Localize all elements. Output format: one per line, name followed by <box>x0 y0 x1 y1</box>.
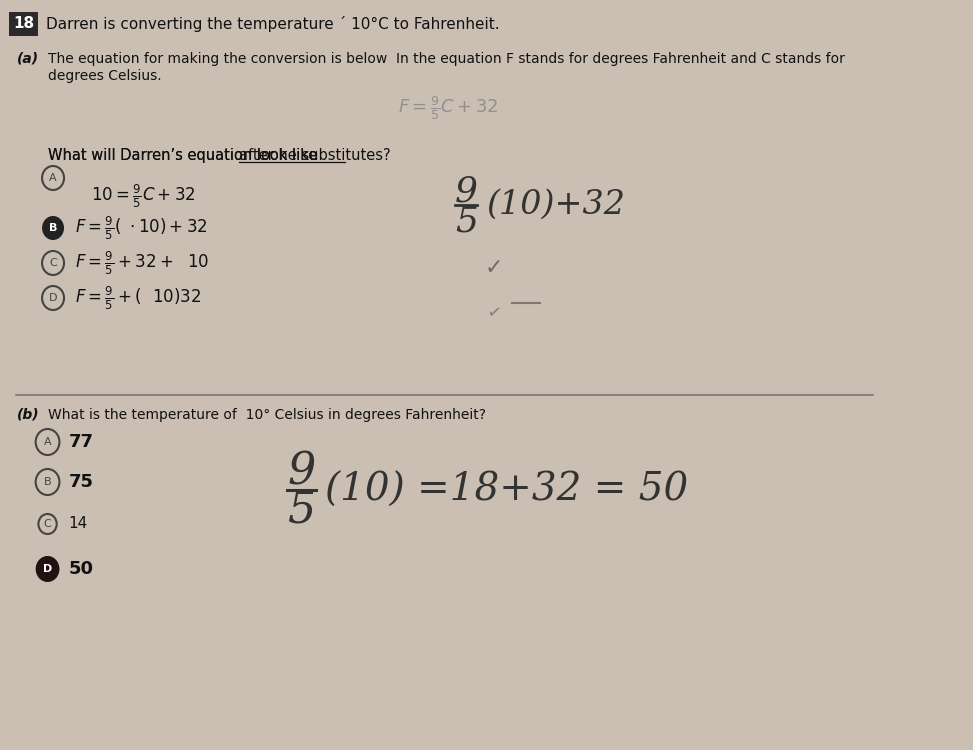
Text: degrees Celsius.: degrees Celsius. <box>48 69 162 83</box>
Circle shape <box>36 556 59 582</box>
Text: ✓: ✓ <box>485 258 503 278</box>
Text: What will Darren’s equation look like: What will Darren’s equation look like <box>48 148 321 163</box>
Text: 14: 14 <box>68 517 88 532</box>
Text: D: D <box>49 293 57 303</box>
Text: (10)+32: (10)+32 <box>486 189 626 221</box>
FancyBboxPatch shape <box>9 12 38 36</box>
Text: 5: 5 <box>455 204 478 238</box>
Text: A: A <box>50 173 56 183</box>
Text: (10) =18+32 = 50: (10) =18+32 = 50 <box>325 472 688 509</box>
Text: C: C <box>50 258 57 268</box>
Text: $F = \frac{9}{5}(\ \cdot10) + 32$: $F = \frac{9}{5}(\ \cdot10) + 32$ <box>75 214 207 242</box>
Text: (b): (b) <box>17 408 39 422</box>
Text: B: B <box>44 477 52 487</box>
Text: after he substitutes?: after he substitutes? <box>238 148 390 163</box>
Text: B: B <box>49 223 57 233</box>
Text: 77: 77 <box>68 433 93 451</box>
Text: The equation for making the conversion is below  In the equation F stands for de: The equation for making the conversion i… <box>48 52 845 66</box>
Circle shape <box>42 216 64 240</box>
Text: $F = \frac{9}{5} + (\ \ 10)32$: $F = \frac{9}{5} + (\ \ 10)32$ <box>75 284 201 312</box>
Text: 18: 18 <box>14 16 34 32</box>
Text: 9: 9 <box>288 451 316 494</box>
Text: 50: 50 <box>68 560 93 578</box>
Text: $F = \frac{9}{5} + 32 +\ \ 10$: $F = \frac{9}{5} + 32 +\ \ 10$ <box>75 249 209 277</box>
Text: 9: 9 <box>455 174 478 208</box>
Text: $10 = \frac{9}{5}C + 32$: $10 = \frac{9}{5}C + 32$ <box>91 182 197 210</box>
Text: (a): (a) <box>17 52 39 66</box>
Text: What is the temperature of  10° Celsius in degrees Fahrenheit?: What is the temperature of 10° Celsius i… <box>48 408 486 422</box>
Text: $\mathit{F} = \frac{9}{5}\mathit{C} + 32$: $\mathit{F} = \frac{9}{5}\mathit{C} + 32… <box>398 94 498 122</box>
Text: ✓: ✓ <box>486 303 502 323</box>
Text: A: A <box>44 437 52 447</box>
Text: 75: 75 <box>68 473 93 491</box>
Text: Darren is converting the temperature ´ 10°C to Fahrenheit.: Darren is converting the temperature ´ 1… <box>46 16 499 32</box>
Text: 5: 5 <box>288 488 316 532</box>
Text: What will Darren’s equation look like: What will Darren’s equation look like <box>48 148 321 163</box>
Text: C: C <box>44 519 52 529</box>
Text: D: D <box>43 564 53 574</box>
